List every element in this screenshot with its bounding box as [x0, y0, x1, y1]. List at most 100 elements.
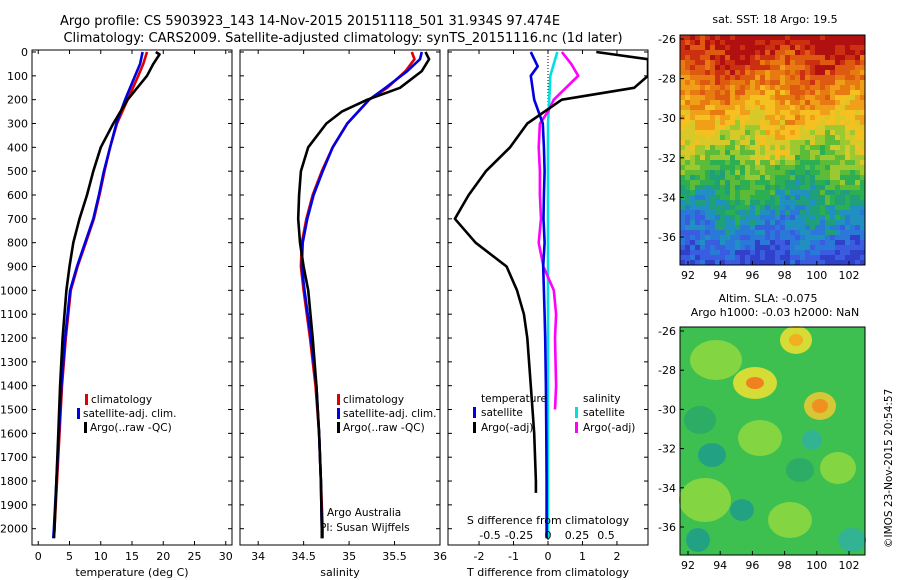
sst-pixel [800, 260, 806, 266]
sst-pixel [850, 140, 856, 146]
sst-pixel [685, 235, 691, 241]
sst-pixel [780, 60, 786, 66]
sst-pixel [830, 240, 836, 246]
sst-pixel [740, 75, 746, 81]
sst-pixel [735, 255, 741, 261]
sst-pixel [765, 175, 771, 181]
sst-pixel [740, 170, 746, 176]
sst-pixel [860, 70, 866, 76]
sst-pixel [710, 225, 716, 231]
x-tick-label: 35.5 [382, 550, 407, 563]
sst-pixel [850, 170, 856, 176]
figure-title-line1: Argo profile: CS 5903923_143 14-Nov-2015… [60, 14, 560, 29]
sst-pixel [735, 95, 741, 101]
sst-pixel [715, 250, 721, 256]
sst-pixel [830, 35, 836, 41]
sst-pixel [715, 55, 721, 61]
sst-pixel [690, 250, 696, 256]
sst-pixel [735, 140, 741, 146]
sst-pixel [815, 130, 821, 136]
sst-pixel [715, 170, 721, 176]
sst-pixel [725, 195, 731, 201]
sst-pixel [715, 255, 721, 261]
sst-pixel [755, 55, 761, 61]
sst-pixel [770, 125, 776, 131]
sst-pixel [815, 125, 821, 131]
sst-pixel [740, 175, 746, 181]
sst-pixel [730, 50, 736, 56]
sst-pixel [805, 115, 811, 121]
sst-pixel [735, 220, 741, 226]
sst-pixel [845, 255, 851, 261]
sst-pixel [830, 70, 836, 76]
sst-pixel [760, 50, 766, 56]
sst-pixel [780, 180, 786, 186]
sst-pixel [680, 145, 686, 151]
sst-pixel [790, 60, 796, 66]
sst-pixel [685, 135, 691, 141]
sst-pixel [860, 255, 866, 261]
sst-pixel [725, 120, 731, 126]
sst-pixel [680, 60, 686, 66]
sst-pixel [680, 90, 686, 96]
sst-pixel [820, 60, 826, 66]
sst-pixel [680, 165, 686, 171]
sst-pixel [760, 250, 766, 256]
sst-pixel [840, 205, 846, 211]
x2-tick-label: -0.25 [505, 529, 533, 542]
sst-pixel [700, 190, 706, 196]
sst-pixel [730, 105, 736, 111]
sst-pixel [705, 170, 711, 176]
sst-pixel [720, 120, 726, 126]
sst-pixel [785, 170, 791, 176]
sst-pixel [845, 50, 851, 56]
sst-pixel [835, 250, 841, 256]
sst-pixel [835, 150, 841, 156]
sst-pixel [740, 85, 746, 91]
sst-pixel [760, 150, 766, 156]
sst-pixel [785, 45, 791, 51]
sst-pixel [720, 235, 726, 241]
sst-pixel [760, 115, 766, 121]
sst-pixel [850, 100, 856, 106]
sst-pixel [755, 260, 761, 266]
sst-pixel [835, 235, 841, 241]
sst-pixel [750, 110, 756, 116]
sst-pixel [815, 70, 821, 76]
sst-pixel [705, 120, 711, 126]
lat-tick-label: -34 [658, 191, 676, 204]
sst-pixel [690, 45, 696, 51]
sst-pixel [820, 50, 826, 56]
sst-pixel [685, 80, 691, 86]
sst-pixel [730, 85, 736, 91]
sst-pixel [700, 60, 706, 66]
sst-pixel [800, 70, 806, 76]
sst-pixel [730, 185, 736, 191]
sst-pixel [740, 60, 746, 66]
legend-label-satellite: satellite-adj. clim. [83, 408, 176, 420]
sst-pixel [765, 80, 771, 86]
sst-pixel [690, 205, 696, 211]
sst-pixel [850, 160, 856, 166]
sst-pixel [800, 205, 806, 211]
sst-pixel [725, 65, 731, 71]
sst-pixel [725, 180, 731, 186]
sst-pixel [680, 40, 686, 46]
sst-pixel [705, 260, 711, 266]
sst-pixel [795, 110, 801, 116]
sst-pixel [790, 190, 796, 196]
sst-pixel [750, 75, 756, 81]
sst-pixel [825, 255, 831, 261]
sst-pixel [730, 190, 736, 196]
sst-pixel [745, 260, 751, 266]
sst-pixel [780, 215, 786, 221]
lat-tick-label: -34 [658, 482, 676, 495]
sst-pixel [765, 85, 771, 91]
sst-pixel [695, 65, 701, 71]
sst-pixel [710, 135, 716, 141]
sst-pixel [770, 260, 776, 266]
sst-pixel [825, 35, 831, 41]
sst-pixel [760, 230, 766, 236]
sst-pixel [750, 150, 756, 156]
sst-pixel [740, 185, 746, 191]
